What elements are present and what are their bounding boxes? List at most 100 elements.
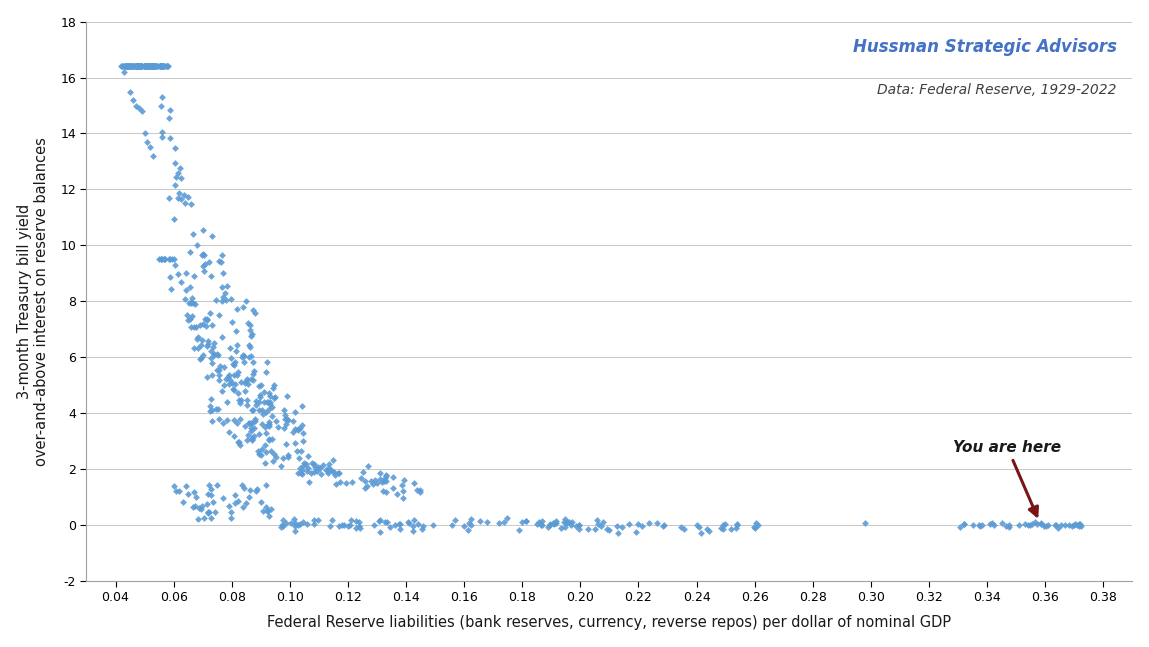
Point <box>213 281 231 292</box>
Point <box>1021 520 1040 531</box>
Point <box>600 525 618 535</box>
Point <box>134 61 153 72</box>
Point <box>242 432 261 443</box>
Point <box>376 476 394 486</box>
Point <box>141 61 160 72</box>
Point <box>140 61 159 72</box>
Point <box>299 519 317 529</box>
Point <box>276 413 294 424</box>
Point <box>1065 520 1084 530</box>
Point <box>512 517 531 527</box>
Point <box>200 480 218 490</box>
Point <box>176 481 194 492</box>
Point <box>136 61 154 72</box>
Point <box>633 520 651 531</box>
Point <box>256 406 275 417</box>
Point <box>562 520 580 530</box>
Point <box>244 369 262 380</box>
Point <box>129 61 147 72</box>
Point <box>244 434 262 444</box>
Point <box>541 520 560 531</box>
Point <box>202 353 221 363</box>
Point <box>232 352 250 362</box>
Point <box>170 188 188 199</box>
Point <box>136 128 154 138</box>
Point <box>253 405 271 415</box>
Point <box>530 517 548 527</box>
Point <box>233 502 252 512</box>
Point <box>122 61 140 72</box>
Point <box>286 438 304 448</box>
Point <box>131 61 149 72</box>
Point <box>144 61 162 72</box>
Y-axis label: 3-month Treasury bill yield
over-and-above interest on reserve balances: 3-month Treasury bill yield over-and-abo… <box>17 137 49 466</box>
Point <box>130 103 148 113</box>
Point <box>639 518 657 529</box>
Point <box>691 521 709 532</box>
Point <box>205 338 223 348</box>
Point <box>218 281 237 292</box>
Point <box>123 61 141 72</box>
Point <box>245 357 263 367</box>
Point <box>128 61 146 72</box>
Point <box>746 522 764 532</box>
Point <box>319 459 338 470</box>
Point <box>1023 519 1041 529</box>
Point <box>133 61 152 72</box>
Point <box>126 61 145 72</box>
Point <box>553 522 571 532</box>
Point <box>116 61 134 72</box>
Point <box>309 462 327 472</box>
Point <box>186 492 205 502</box>
Point <box>236 386 254 396</box>
Point <box>160 193 178 203</box>
Point <box>128 61 146 72</box>
Point <box>198 314 216 324</box>
Point <box>955 519 973 529</box>
Point <box>219 379 238 389</box>
Point <box>249 397 268 408</box>
Point <box>692 527 710 538</box>
Point <box>165 254 184 265</box>
Point <box>272 461 291 471</box>
Point <box>242 423 261 433</box>
Point <box>579 524 597 534</box>
Point <box>608 520 626 531</box>
Point <box>286 518 304 529</box>
Point <box>169 192 187 203</box>
Point <box>221 343 239 353</box>
Point <box>132 61 151 72</box>
Point <box>291 452 309 463</box>
Point <box>245 366 263 376</box>
Point <box>357 481 376 491</box>
Point <box>356 476 375 487</box>
Point <box>151 61 169 72</box>
Point <box>129 61 147 72</box>
Point <box>157 61 176 72</box>
Point <box>154 254 172 265</box>
Point <box>286 407 304 417</box>
Point <box>116 61 134 72</box>
Point <box>126 61 145 72</box>
Point <box>132 61 151 72</box>
Point <box>225 379 244 389</box>
Point <box>388 488 407 499</box>
Point <box>250 390 269 400</box>
Point <box>277 439 295 449</box>
Point <box>471 516 489 526</box>
Point <box>252 498 270 508</box>
Point <box>265 392 284 402</box>
Point <box>116 61 134 72</box>
Point <box>234 302 253 312</box>
Point <box>282 518 300 529</box>
Point <box>288 424 307 435</box>
Point <box>306 461 324 472</box>
Point <box>260 511 278 521</box>
Point <box>157 61 176 72</box>
Point <box>245 422 263 433</box>
Point <box>223 378 241 388</box>
Point <box>257 357 276 367</box>
Point <box>411 487 430 498</box>
Point <box>167 172 185 182</box>
Point <box>147 61 165 72</box>
